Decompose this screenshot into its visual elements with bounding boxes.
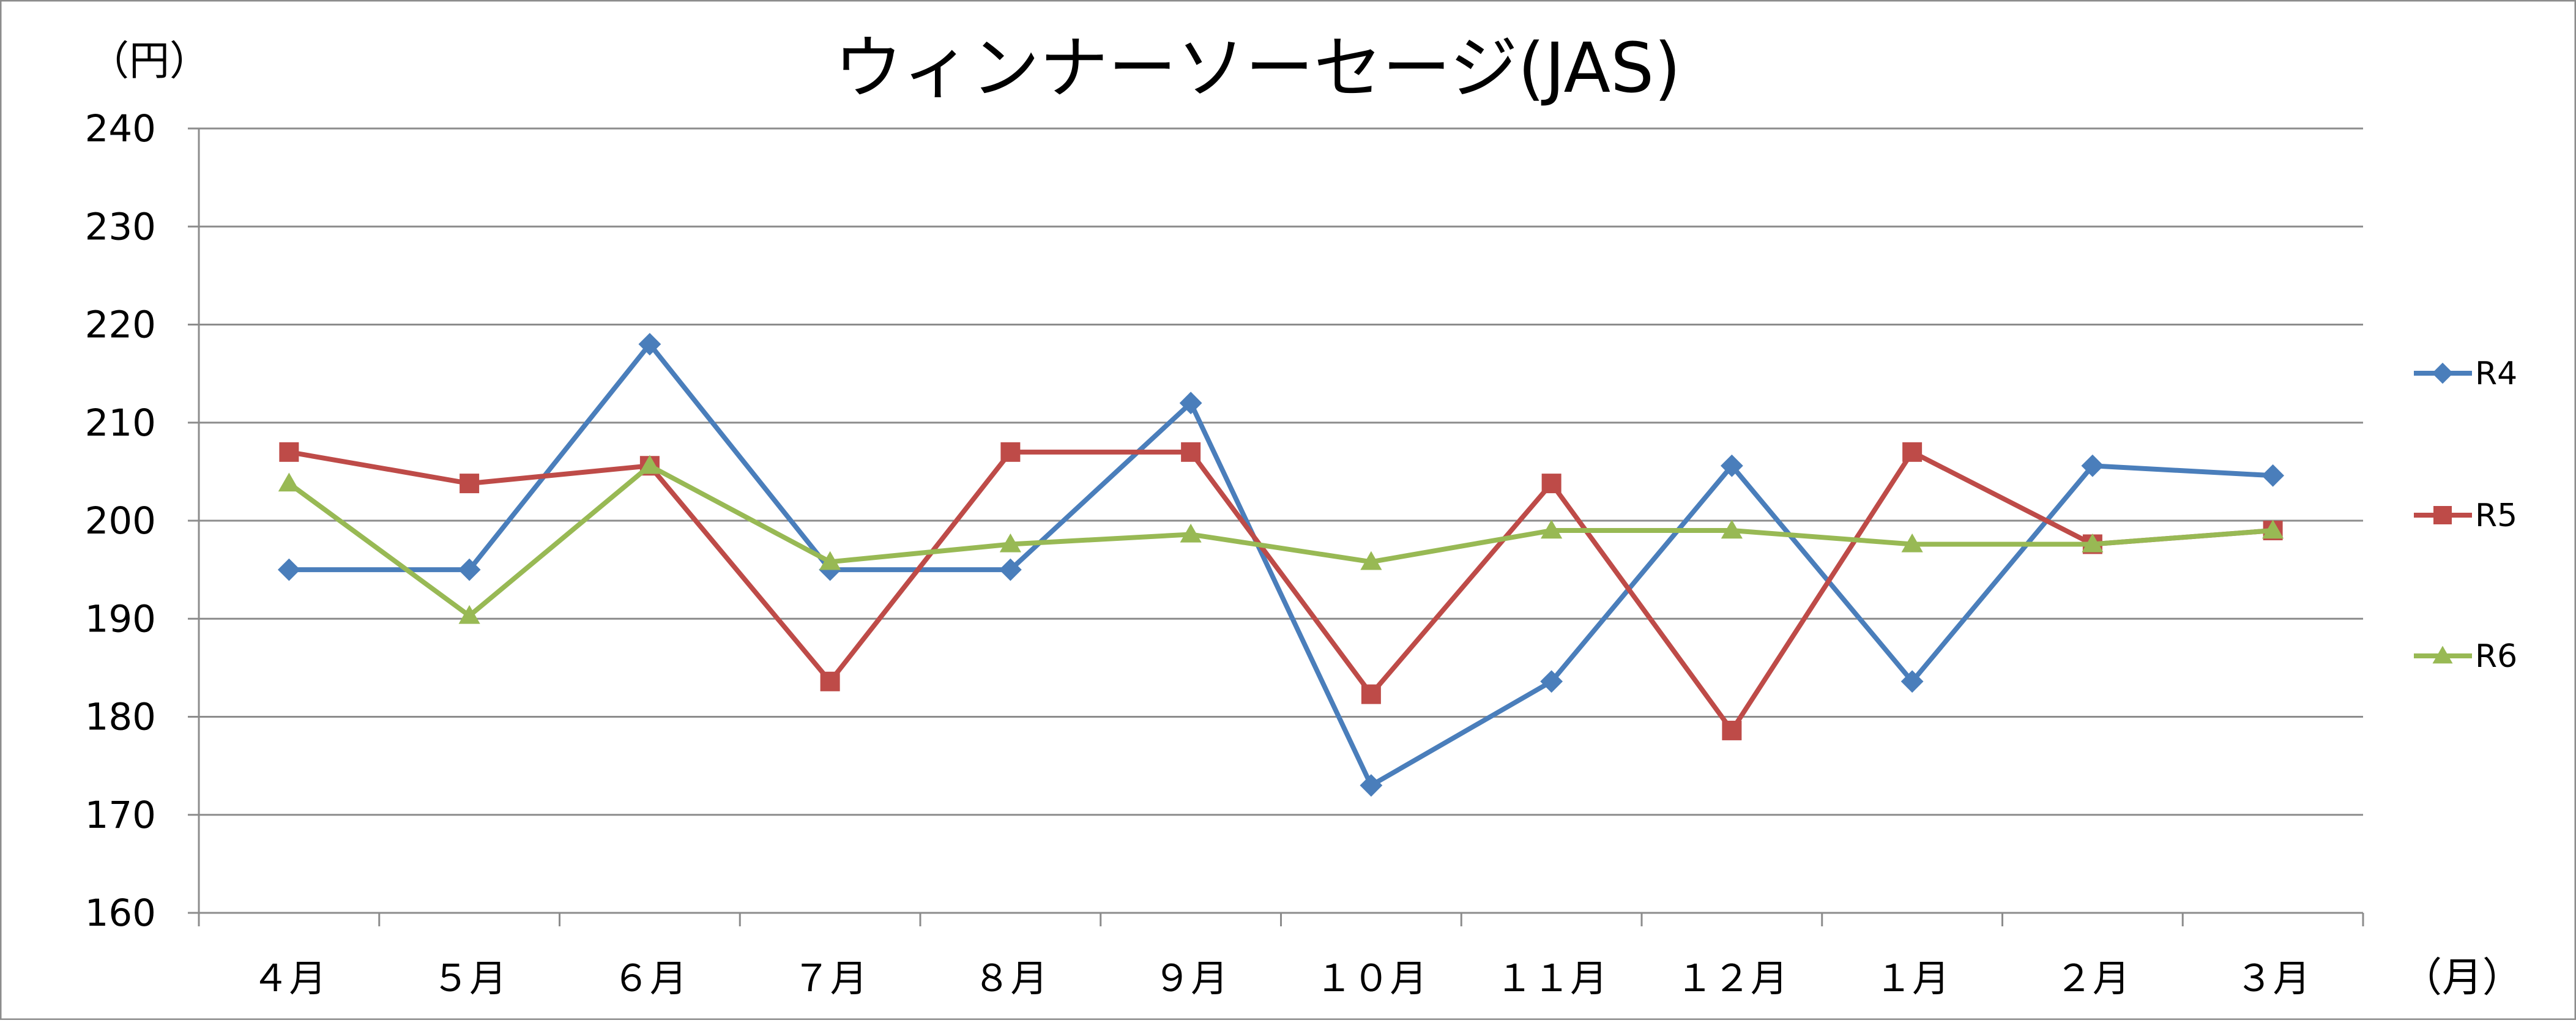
data-point-R6	[819, 551, 841, 570]
data-point-R4	[277, 558, 300, 581]
data-point-R6	[1541, 519, 1563, 539]
legend: R4 R5 R6	[2414, 355, 2517, 675]
x-tick-label: １１月	[1495, 957, 1607, 1000]
legend-item-R4: R4	[2414, 355, 2517, 392]
series-line-R4	[289, 341, 2273, 788]
data-point-R6	[639, 455, 661, 474]
data-point-R5	[1181, 442, 1201, 462]
data-point-R5	[1000, 442, 1021, 462]
data-point-R6	[278, 472, 300, 492]
y-tick-label: 210	[85, 401, 156, 445]
data-point-R4	[1900, 670, 1924, 693]
data-point-R6	[2262, 519, 2284, 539]
x-axis-unit-label: （月）	[2402, 954, 2523, 1001]
y-axis-unit-label: （円）	[89, 37, 210, 84]
legend-label: R6	[2475, 638, 2517, 675]
data-point-R5	[1361, 684, 1381, 704]
data-point-R4	[458, 558, 481, 581]
data-point-R4	[2081, 454, 2104, 477]
x-tick-label: ７月	[793, 957, 868, 1000]
legend-marker-R6	[2432, 645, 2453, 664]
y-tick-label: 220	[85, 303, 156, 347]
data-point-R5	[1541, 474, 1562, 494]
legend-label: R5	[2475, 497, 2517, 534]
x-tick-label: １０月	[1315, 957, 1427, 1000]
data-point-R6	[458, 604, 480, 624]
x-tick-label: １月	[1875, 957, 1949, 1000]
data-point-R6	[1721, 519, 1743, 539]
axes: 160 170 180 190 200 210 220 230 240 ４月 ５月 ６月 ７月 ８月 ９月 １…	[85, 107, 2364, 1000]
series-lines	[277, 333, 2285, 797]
x-tick-label: ５月	[432, 957, 507, 1000]
series-line-R5	[288, 449, 2273, 733]
series-R6	[278, 455, 2284, 624]
legend-label: R4	[2475, 355, 2517, 392]
data-point-R5	[1722, 720, 1742, 740]
legend-marker-R4	[2432, 362, 2454, 384]
data-point-R4	[638, 333, 661, 355]
y-tick-label: 170	[85, 794, 156, 837]
x-tick-label: ４月	[251, 957, 326, 1000]
y-tick-label: 240	[85, 107, 156, 151]
y-tick-label: 200	[85, 499, 156, 543]
legend-item-R5: R5	[2414, 497, 2517, 534]
legend-marker-R5	[2433, 506, 2452, 524]
data-point-R6	[1901, 533, 1923, 552]
data-point-R4	[999, 558, 1022, 581]
data-point-R6	[1180, 523, 1202, 543]
y-tick-label: 190	[85, 597, 156, 641]
gridlines	[188, 127, 2363, 914]
data-point-R6	[2082, 533, 2104, 552]
data-point-R4	[1540, 670, 1563, 693]
chart-title: ウィンナーソーセージ(JAS)	[834, 29, 1681, 108]
x-tick-label: ２月	[2055, 957, 2130, 1000]
data-point-R4	[1720, 454, 1743, 477]
x-tick-label: ６月	[612, 957, 687, 1000]
y-tick-label: 230	[85, 205, 156, 248]
data-point-R4	[1179, 392, 1202, 415]
series-R4	[277, 333, 2285, 797]
x-tick-label: １２月	[1676, 957, 1788, 1000]
x-tick-label: ８月	[973, 957, 1048, 1000]
x-tick-label: ３月	[2236, 957, 2310, 1000]
data-point-R6	[999, 533, 1021, 552]
x-tick-label: ９月	[1153, 957, 1228, 1000]
data-point-R4	[1360, 774, 1383, 797]
data-point-R6	[1360, 551, 1382, 570]
data-point-R5	[1902, 442, 1923, 462]
y-tick-label: 180	[85, 696, 156, 739]
y-tick-label: 160	[85, 891, 156, 935]
data-point-R4	[2261, 464, 2285, 487]
data-point-R5	[820, 671, 840, 691]
series-line-R6	[288, 463, 2273, 619]
legend-item-R6: R6	[2414, 638, 2517, 675]
data-point-R5	[460, 474, 480, 494]
data-point-R5	[279, 442, 299, 462]
